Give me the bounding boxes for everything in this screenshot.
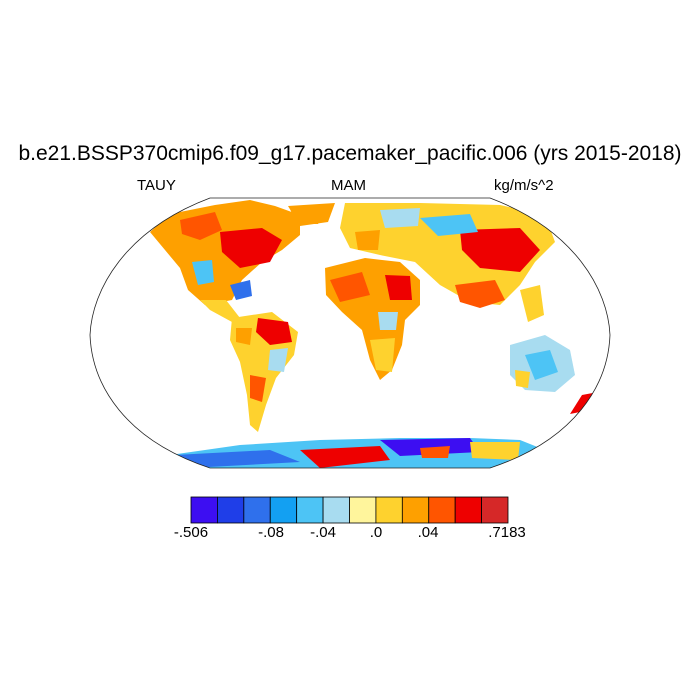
colorbar-box: [454, 496, 482, 524]
colorbar-tick-label: -.506: [173, 524, 209, 541]
plot-title: b.e21.BSSP370cmip6.f09_g17.pacemaker_pac…: [18, 142, 682, 165]
colorbar-tick-label: .7183: [488, 524, 526, 541]
colorbar-box: [375, 496, 403, 524]
colorbar-box: [401, 496, 430, 524]
colorbar-box: [428, 496, 456, 524]
units-label: kg/m/s^2: [494, 177, 554, 194]
colorbar-box: [190, 496, 218, 524]
colorbar-tick-label: .0: [369, 524, 383, 541]
colorbar-box: [481, 496, 509, 524]
colorbar-box: [322, 496, 350, 524]
colorbar-tick-label: -.04: [310, 524, 336, 541]
colorbar-tick-label: -.08: [258, 524, 284, 541]
land-fields: [150, 200, 598, 468]
colorbar-tick-label: .04: [417, 524, 439, 541]
eurasia: [340, 203, 555, 305]
colorbar-box: [269, 496, 298, 524]
map-border: [89, 197, 611, 469]
season-label: MAM: [331, 177, 366, 194]
colorbar-box: [243, 496, 271, 524]
colorbar-box: [349, 496, 377, 524]
colorbar-box: [217, 496, 245, 524]
variable-label: TAUY: [137, 177, 176, 194]
colorbar-box: [296, 496, 324, 524]
